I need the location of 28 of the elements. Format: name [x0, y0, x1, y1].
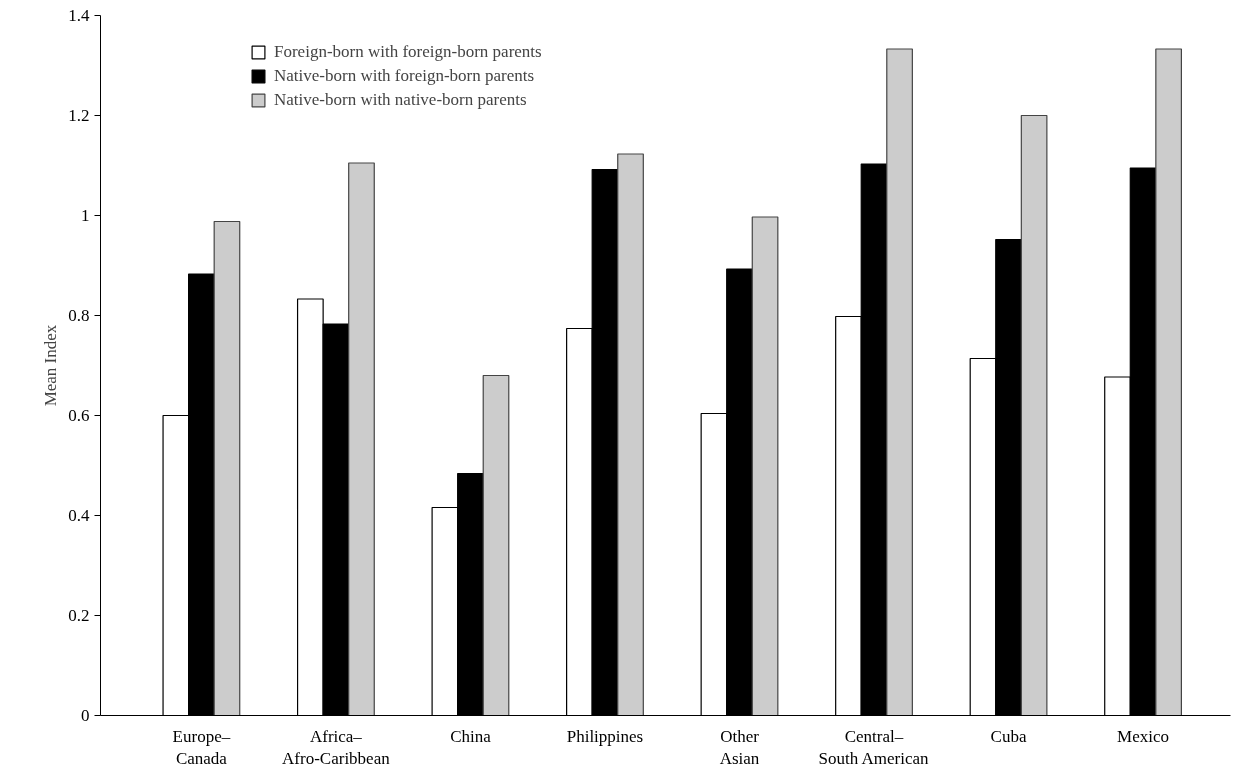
- x-tick-label: Philippines: [566, 726, 644, 746]
- x-tick-label: Mexico: [1117, 726, 1170, 746]
- bar: [751, 216, 779, 716]
- x-tick-label: Central– South American: [818, 726, 930, 769]
- bar: [886, 48, 913, 716]
- legend-label: Foreign-born with foreign-born parents: [274, 42, 542, 62]
- x-tick-label: Other Asian: [719, 726, 760, 769]
- y-tick-label: 0.8: [68, 306, 90, 325]
- bar: [482, 374, 510, 716]
- y-tick-label: 0.2: [68, 606, 90, 625]
- x-tick-label: Europe– Canada: [172, 726, 231, 769]
- y-tick-label: 1.2: [68, 106, 90, 125]
- bar: [348, 162, 375, 716]
- y-tick-label: 0.4: [68, 506, 90, 525]
- legend-label: Native-born with foreign-born parents: [274, 66, 535, 86]
- x-tick-label: China: [450, 726, 492, 746]
- bar: [1155, 48, 1182, 716]
- legend-label: Native-born with native-born parents: [274, 90, 527, 110]
- y-tick-label: 1: [81, 206, 90, 225]
- bar: [213, 220, 241, 716]
- x-tick-label: Africa– Afro-Caribbean: [282, 726, 391, 769]
- y-axis-title: Mean Index: [41, 324, 61, 407]
- bar: [1020, 114, 1048, 716]
- bar: [617, 153, 644, 716]
- y-tick-label: 0.6: [68, 406, 90, 425]
- y-tick-label: 0: [81, 706, 90, 725]
- x-tick-label: Cuba: [990, 726, 1027, 746]
- y-tick-label: 1.4: [68, 6, 90, 25]
